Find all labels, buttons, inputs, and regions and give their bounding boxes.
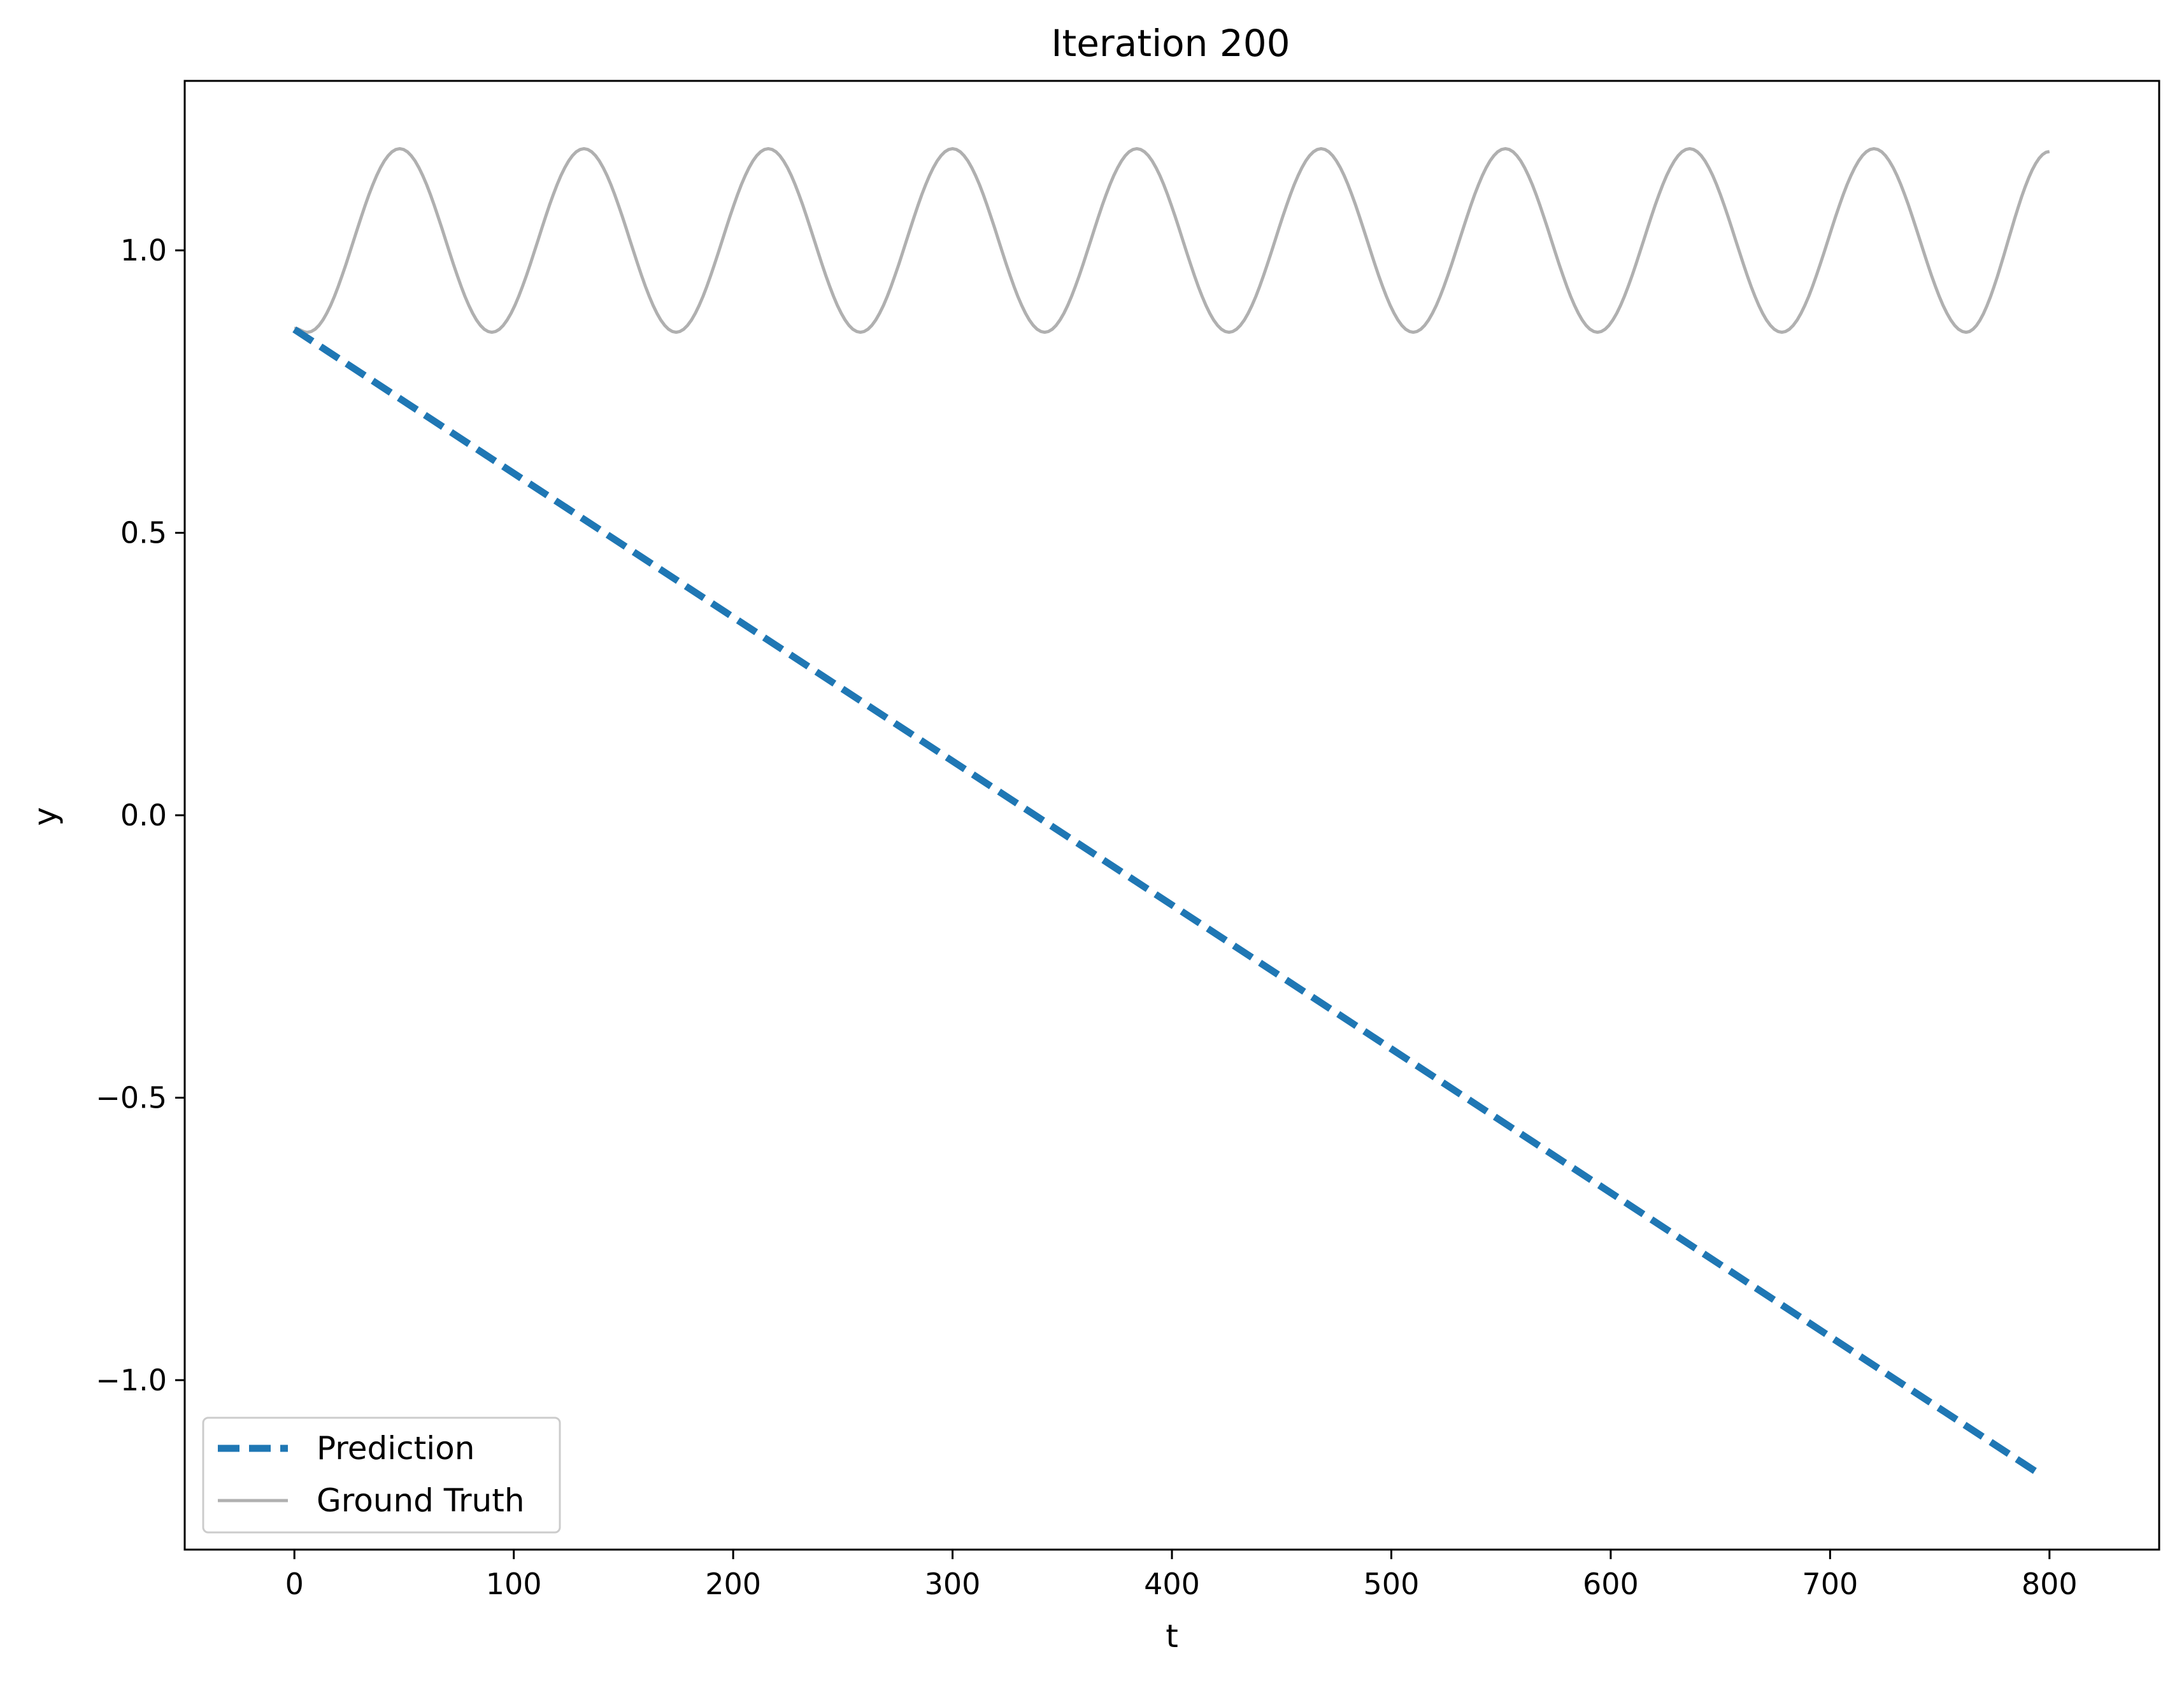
legend-label-prediction: Prediction [317,1430,475,1467]
x-tick-label: 400 [1144,1567,1200,1601]
legend-box [202,1416,561,1534]
y-tick-label: −1.0 [96,1363,167,1397]
chart-title: Iteration 200 [1051,22,1290,65]
x-axis-ticks: 0 100 200 300 400 500 600 700 800 [285,1550,2078,1601]
x-tick-label: 500 [1364,1567,1420,1601]
x-tick-label: 800 [2022,1567,2078,1601]
x-tick-label: 0 [285,1567,304,1601]
x-tick-label: 200 [705,1567,761,1601]
y-axis-ticks: −1.0 −0.5 0.0 0.5 1.0 [96,233,185,1397]
x-tick-label: 300 [925,1567,981,1601]
x-axis-label: t [1166,1618,1178,1655]
x-tick-label: 100 [486,1567,542,1601]
legend: Prediction Ground Truth [202,1416,561,1534]
y-tick-label: 0.5 [120,516,167,550]
legend-label-ground-truth: Ground Truth [317,1482,525,1519]
x-tick-label: 700 [1802,1567,1858,1601]
series-ground-truth-line [293,146,2050,334]
series-layer [292,146,2050,1476]
y-tick-label: 0.0 [120,798,167,832]
series-prediction-line [292,326,2041,1476]
y-tick-label: 1.0 [120,233,167,268]
y-tick-label: −0.5 [96,1080,167,1115]
y-axis-label: y [27,807,64,826]
x-tick-label: 600 [1583,1567,1639,1601]
